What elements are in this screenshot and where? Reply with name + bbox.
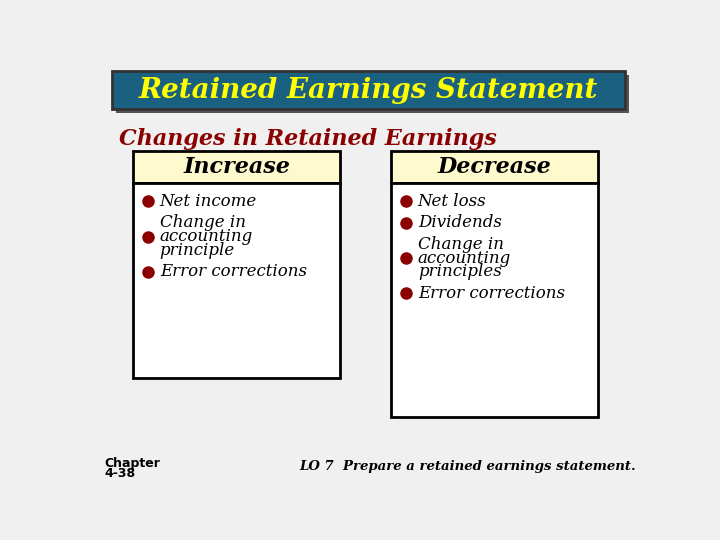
Text: Error corrections: Error corrections [418, 285, 564, 302]
FancyBboxPatch shape [132, 151, 341, 184]
Text: Changes in Retained Earnings: Changes in Retained Earnings [120, 128, 498, 150]
Text: Dividends: Dividends [418, 214, 502, 231]
FancyBboxPatch shape [391, 151, 598, 184]
FancyBboxPatch shape [391, 184, 598, 417]
Text: LO 7  Prepare a retained earnings statement.: LO 7 Prepare a retained earnings stateme… [300, 460, 636, 473]
Text: Increase: Increase [183, 156, 290, 178]
Text: accounting: accounting [160, 228, 253, 245]
Text: 4-38: 4-38 [104, 467, 135, 480]
Text: Net income: Net income [160, 193, 257, 210]
FancyBboxPatch shape [116, 75, 629, 113]
Text: principles: principles [418, 264, 502, 280]
Text: Change in: Change in [160, 214, 246, 231]
FancyBboxPatch shape [132, 184, 341, 378]
Text: principle: principle [160, 242, 235, 259]
Text: Change in: Change in [418, 235, 504, 253]
Text: accounting: accounting [418, 249, 511, 267]
FancyBboxPatch shape [112, 71, 625, 110]
Text: Decrease: Decrease [438, 156, 552, 178]
Text: Net loss: Net loss [418, 193, 487, 210]
Text: Chapter: Chapter [104, 457, 160, 470]
Text: Error corrections: Error corrections [160, 264, 307, 280]
Text: Retained Earnings Statement: Retained Earnings Statement [138, 77, 598, 104]
